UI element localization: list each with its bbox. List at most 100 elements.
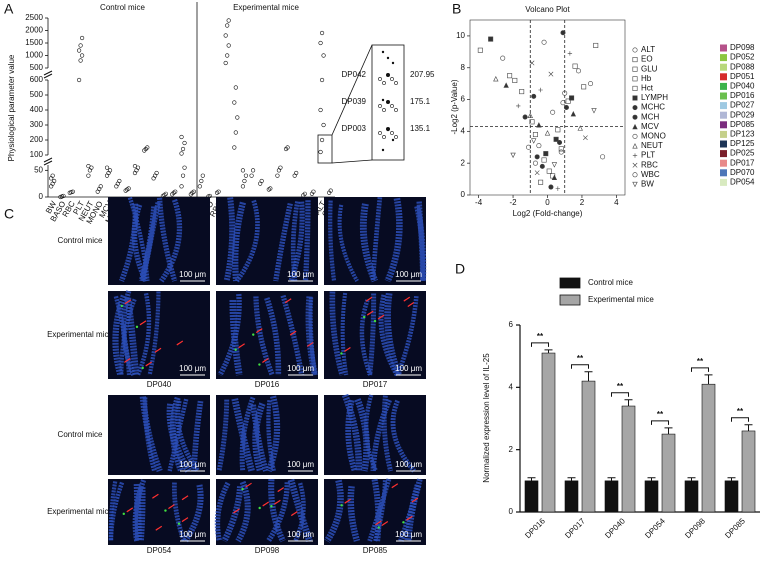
data-point: [173, 189, 178, 194]
data-point: [319, 30, 325, 36]
image-caption: DP040: [147, 380, 172, 389]
data-point: [179, 134, 184, 140]
data-point: [548, 71, 554, 77]
significance-label: **: [657, 410, 664, 419]
inset-point: [378, 77, 382, 81]
y-tick-label: 4: [461, 126, 466, 135]
villus: [229, 299, 243, 376]
data-point: [223, 60, 228, 66]
data-point: [163, 191, 169, 196]
y-tick-label: 2000: [25, 26, 43, 35]
legend-label: DP040: [730, 82, 755, 91]
villus: [290, 201, 300, 282]
legend-symbol: [632, 114, 638, 120]
bar: [741, 430, 756, 513]
image-caption: DP016: [255, 380, 280, 389]
callout-label: DP003: [342, 124, 367, 133]
legend-swatch: [720, 102, 727, 110]
callout-label: DP042: [342, 70, 367, 79]
villus: [390, 399, 417, 473]
cell-dot: [252, 333, 255, 336]
villus: [140, 202, 161, 282]
legend-symbol: [632, 133, 638, 139]
data-point: [226, 18, 231, 23]
row-label: Control mice: [58, 236, 103, 245]
cell-arrow: [155, 525, 163, 531]
data-point: [104, 165, 110, 170]
data-point: [551, 162, 558, 168]
data-point: [321, 122, 326, 128]
data-point: [132, 163, 138, 169]
inset-point: [390, 104, 394, 108]
error-bar: [687, 477, 696, 481]
significance-bracket: [611, 392, 629, 397]
legend-symbol: [632, 85, 638, 91]
data-point: [529, 60, 535, 66]
x-tick-label: -2: [509, 198, 517, 207]
data-point: [311, 189, 316, 194]
cell-arrow: [411, 497, 419, 503]
cell-arrow: [406, 515, 413, 521]
callout-label: DP039: [342, 97, 367, 106]
legend-label: DP016: [730, 91, 755, 100]
villus: [156, 197, 178, 282]
scale-bar-label: 100 μm: [179, 530, 206, 539]
data-point: [242, 178, 247, 184]
villus: [182, 484, 204, 543]
legend-label: DP052: [730, 53, 755, 62]
y-tick-label: 1500: [25, 38, 43, 47]
y-tick-label: 50: [34, 165, 43, 174]
data-point: [536, 143, 542, 149]
bar: [564, 480, 579, 513]
bar: [541, 352, 556, 513]
data-point: [240, 168, 246, 173]
legend-symbol: [632, 57, 638, 63]
scale-bar-label: 100 μm: [395, 530, 422, 539]
data-point: [553, 136, 559, 142]
legend-swatch: [720, 54, 727, 62]
scale-bar-label: 100 μm: [395, 460, 422, 469]
y-tick-label: 200: [30, 135, 44, 144]
legend-label: GLU: [641, 64, 658, 73]
inset-point: [382, 135, 386, 139]
cell-arrow: [154, 347, 162, 353]
data-point: [555, 186, 561, 191]
data-point: [575, 68, 581, 74]
villus: [138, 206, 157, 282]
data-point: [318, 40, 323, 46]
data-point: [543, 151, 549, 157]
villus: [166, 403, 192, 473]
inset-point: [390, 131, 394, 135]
legend-label: DP029: [730, 110, 755, 119]
villus: [347, 485, 361, 542]
cell-dot: [141, 366, 144, 370]
inset-point: [382, 108, 386, 112]
cell-dot: [363, 315, 366, 319]
error-bar: [544, 349, 553, 354]
cell-arrow: [126, 507, 134, 513]
inset-point: [381, 98, 385, 102]
data-point: [558, 146, 564, 152]
bar: [724, 480, 739, 513]
data-point: [179, 151, 184, 156]
data-point: [259, 178, 264, 184]
data-point: [318, 149, 323, 155]
x-tick-label: 2: [580, 198, 585, 207]
data-point: [541, 157, 547, 163]
villus: [159, 198, 183, 283]
x-tick-label: DP085: [723, 516, 747, 540]
panel-label: D: [455, 261, 465, 277]
inset-point: [390, 77, 394, 81]
inset-point: [378, 131, 382, 135]
bar: [701, 383, 716, 513]
data-point: [117, 178, 122, 184]
data-point: [541, 39, 547, 45]
data-point: [532, 132, 538, 138]
y-tick-label: 1000: [25, 51, 43, 60]
data-point: [493, 75, 499, 82]
legend-label: DP123: [730, 130, 755, 139]
group-title: Experimental mice: [233, 3, 299, 12]
scale-bar-label: 100 μm: [395, 270, 422, 279]
cell-arrow: [365, 296, 373, 302]
cell-dot: [122, 512, 125, 516]
